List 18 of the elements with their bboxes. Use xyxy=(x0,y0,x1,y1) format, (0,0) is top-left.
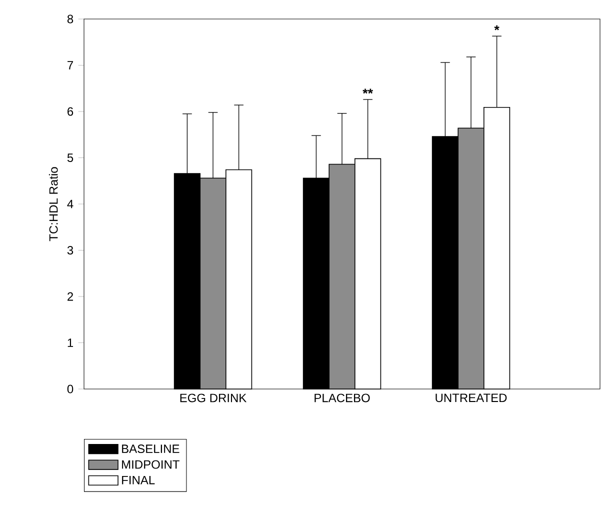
y-tick-label: 8 xyxy=(67,14,74,24)
x-tick-label: UNTREATED xyxy=(436,394,507,402)
y-tick-label: 2 xyxy=(68,292,73,301)
y-tick-label: 1 xyxy=(68,338,74,347)
x-tick-label: PLACEBO xyxy=(314,394,370,402)
legend-label: BASELINE xyxy=(122,444,180,454)
y-tick-label: 3 xyxy=(67,246,74,255)
y-tick-label: 7 xyxy=(68,61,73,70)
y-tick-label: 4 xyxy=(67,200,74,208)
y-tick-label: 6 xyxy=(68,107,74,116)
legend-label: MIDPOINT xyxy=(122,460,180,469)
y-tick-label: 5 xyxy=(67,154,74,162)
y-axis-title: TC:HDL Ratio xyxy=(48,167,58,242)
y-tick-label: 0 xyxy=(67,384,74,394)
x-tick-label: EGG DRINK xyxy=(180,394,247,402)
annotation: ** xyxy=(362,88,373,94)
legend-label: FINAL xyxy=(122,476,155,484)
annotation: * xyxy=(494,25,500,30)
